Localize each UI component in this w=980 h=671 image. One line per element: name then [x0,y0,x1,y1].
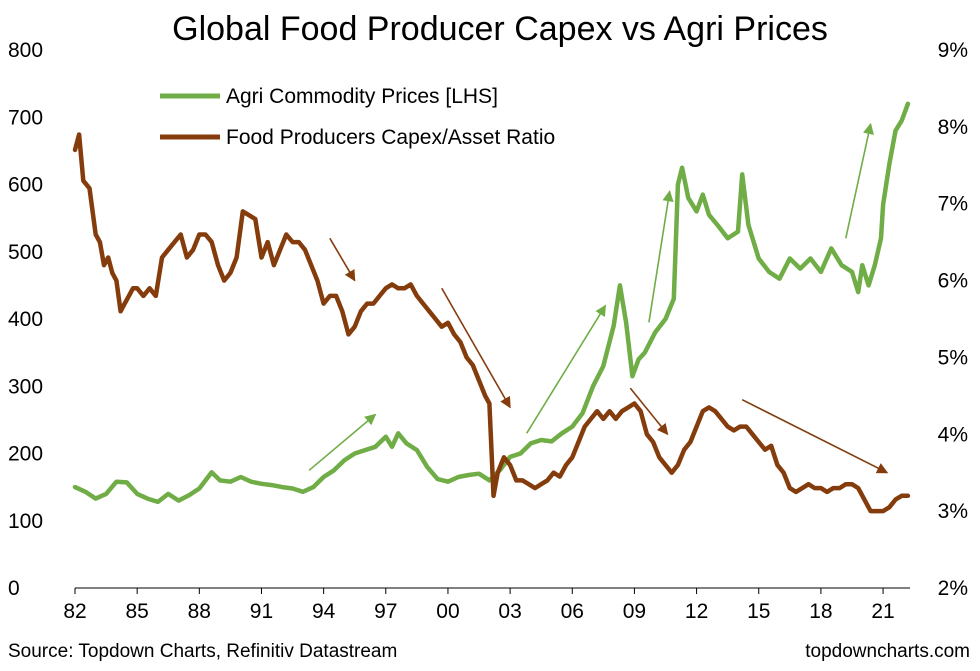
right-tick-label: 4% [938,423,968,446]
left-tick-label: 700 [8,106,43,129]
trend-arrow [629,387,669,436]
x-tick-label: 15 [747,600,770,623]
x-axis: 82 85 88 91 94 97 00 03 06 09 12 15 18 21 [63,588,895,623]
chart-title: Global Food Producer Capex vs Agri Price… [172,10,828,48]
left-tick-label: 800 [8,39,43,62]
legend-label-agri: Agri Commodity Prices [LHS] [226,85,498,108]
brand-watermark: topdowncharts.com [805,641,970,662]
right-tick-label: 8% [938,116,968,139]
trend-arrow [741,398,889,474]
legend-label-capex: Food Producers Capex/Asset Ratio [226,126,555,149]
x-tick-label: 91 [250,600,273,623]
trend-arrow [308,413,377,471]
x-tick-label: 94 [312,600,336,623]
right-tick-label: 9% [938,39,968,62]
left-tick-label: 300 [8,375,43,398]
series-line-capex [72,132,911,514]
left-tick-label: 600 [8,174,43,197]
x-tick-label: 03 [498,600,521,623]
right-tick-label: 3% [938,500,968,523]
left-tick-label: 0 [8,577,20,600]
trend-arrow [844,122,874,239]
x-tick-label: 82 [63,600,86,623]
left-tick-label: 200 [8,443,43,466]
series-line-agri [72,101,911,505]
x-tick-label: 09 [623,600,646,623]
series-group [72,101,911,514]
x-tick-label: 00 [436,600,459,623]
source-note: Source: Topdown Charts, Refinitiv Datast… [8,641,397,662]
left-tick-label: 400 [8,308,43,331]
x-tick-label: 21 [871,600,894,623]
right-axis: 2% 3% 4% 5% 6% 7% 8% 9% [938,39,968,600]
trend-arrow [329,237,356,282]
x-tick-label: 97 [374,600,397,623]
left-tick-label: 500 [8,241,43,264]
legend: Agri Commodity Prices [LHS] Food Produce… [160,85,555,149]
right-tick-label: 6% [938,270,968,293]
x-tick-label: 88 [188,600,211,623]
x-tick-label: 85 [125,600,148,623]
x-tick-label: 18 [809,600,832,623]
left-axis: 0 100 200 300 400 500 600 700 800 [8,39,43,600]
right-tick-label: 7% [938,193,968,216]
trend-arrow [648,190,674,323]
trend-arrow [526,304,607,434]
right-tick-label: 2% [938,577,968,600]
x-tick-label: 06 [561,600,584,623]
trend-arrows [308,122,889,474]
left-tick-label: 100 [8,510,43,533]
trend-arrow [441,287,511,409]
x-tick-label: 12 [685,600,708,623]
right-tick-label: 5% [938,346,968,369]
